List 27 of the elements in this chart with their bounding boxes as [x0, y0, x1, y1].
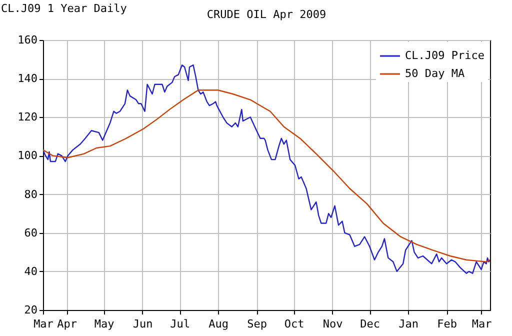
y-tick-label: 100 — [18, 149, 38, 162]
legend-label: 50 Day MA — [405, 67, 465, 80]
x-tick-label: Jan — [398, 318, 418, 330]
y-tick-label: 40 — [24, 264, 38, 278]
x-tick-label: Feb — [437, 318, 457, 330]
x-tick-label: Sep — [247, 318, 268, 330]
y-tick-label: 20 — [24, 304, 38, 316]
y-tick-label: 160 — [18, 34, 38, 46]
x-tick-label: Jun — [132, 318, 153, 330]
chart-title: CRUDE OIL Apr 2009 — [206, 8, 326, 21]
y-tick-label: 120 — [18, 110, 38, 124]
x-tick-label: Jul — [170, 318, 190, 330]
x-tick-label: Dec — [360, 318, 380, 330]
x-tick-label: May — [94, 318, 115, 330]
x-tick-label: Mar — [34, 318, 54, 330]
y-tick-label: 60 — [24, 226, 38, 240]
x-tick-label: Apr — [57, 318, 78, 330]
legend-label: CL.J09 Price — [405, 49, 484, 62]
x-tick-label: Oct — [284, 318, 304, 330]
x-tick-label: Nov — [322, 318, 344, 330]
y-tick-label: 80 — [24, 188, 38, 201]
line-series — [43, 64, 490, 274]
text: CL.J09 1 Year Daily — [1, 2, 127, 15]
x-tick-label: Mar — [472, 318, 492, 330]
x-tick-label: Aug — [208, 318, 229, 330]
line-series — [43, 90, 490, 262]
y-tick-label: 140 — [18, 72, 38, 86]
